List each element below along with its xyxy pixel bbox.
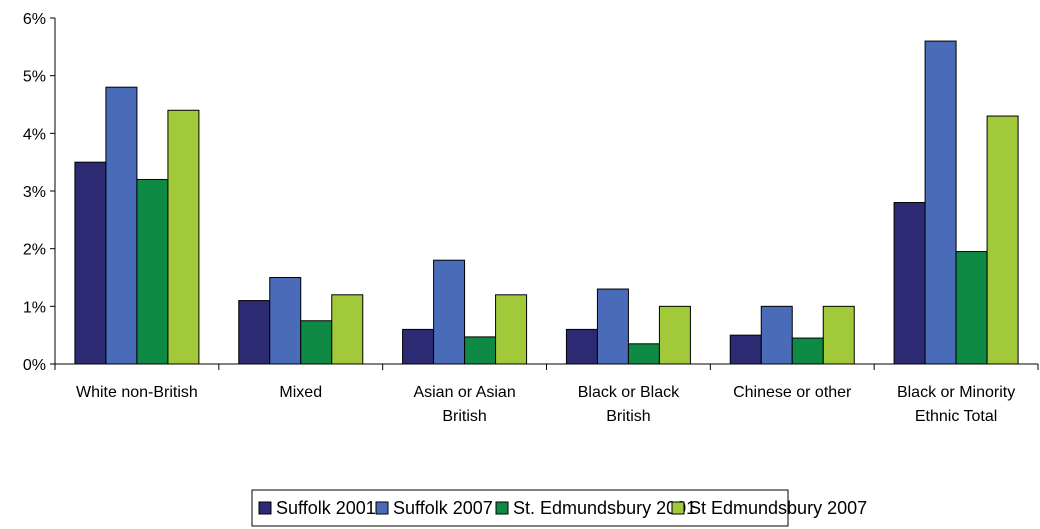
x-tick-label: Black or Black (578, 384, 680, 401)
legend-box (251, 489, 789, 527)
bar-1-6 (893, 202, 926, 365)
bar-2-4 (596, 288, 629, 365)
bar-2-5 (760, 305, 793, 365)
bar-2-2 (269, 277, 302, 365)
legend-label: St Edmundsbury 2007 (689, 498, 867, 518)
y-tick-label: 2% (23, 242, 46, 259)
x-tick-label: Chinese or other (733, 384, 852, 401)
bar-4-6 (986, 115, 1019, 365)
x-axis: White non-British Mixed Asian or Asian Brit… (54, 363, 1039, 425)
bar-3-5 (791, 337, 824, 365)
bar-1-2 (238, 300, 271, 365)
legend-label: Suffolk 2007 (393, 498, 493, 518)
bar-3-2 (300, 320, 333, 365)
y-axis: 0% 1% 2% 3% 4% 5% 6% (23, 11, 56, 374)
bar-1-3 (402, 328, 435, 365)
bar-2-6 (924, 40, 957, 365)
y-tick-label: 3% (23, 184, 46, 201)
bar-3-4 (627, 343, 660, 365)
bar-3-6 (955, 251, 988, 365)
y-tick-label: 1% (23, 299, 46, 316)
bar-1-4 (565, 328, 598, 365)
legend: Suffolk 2001 Suffolk 2007 St. Edmundsbury … (251, 489, 867, 527)
bars (74, 40, 1019, 365)
x-tick-label: Mixed (279, 384, 322, 401)
x-tick-label: Ethnic Total (915, 408, 997, 425)
y-tick-label: 4% (23, 126, 46, 143)
legend-swatch (495, 501, 509, 515)
bar-4-5 (822, 305, 855, 365)
y-tick-label: 5% (23, 69, 46, 86)
legend-swatch (375, 501, 389, 515)
bar-3-3 (464, 336, 497, 365)
x-tick-label: British (442, 408, 486, 425)
y-tick-label: 0% (23, 357, 46, 374)
bar-2-1 (105, 86, 138, 365)
bar-4-4 (658, 305, 691, 365)
bar-1-5 (729, 334, 762, 365)
bar-1-1 (74, 161, 107, 365)
bar-3-1 (136, 178, 169, 365)
legend-swatch (258, 501, 272, 515)
x-tick-label: White non-British (76, 384, 198, 401)
x-tick-label: Asian or Asian (413, 384, 515, 401)
legend-label: St. Edmundsbury 2001 (513, 498, 696, 518)
legend-label: Suffolk 2001 (276, 498, 376, 518)
bar-4-2 (331, 294, 364, 365)
legend-swatch (671, 501, 685, 515)
x-tick-label: Black or Minority (897, 384, 1015, 401)
bar-4-3 (495, 294, 528, 365)
bar-4-1 (167, 109, 200, 365)
x-tick-label: British (606, 408, 650, 425)
bar-2-3 (433, 259, 466, 365)
y-tick-label: 6% (23, 11, 46, 28)
